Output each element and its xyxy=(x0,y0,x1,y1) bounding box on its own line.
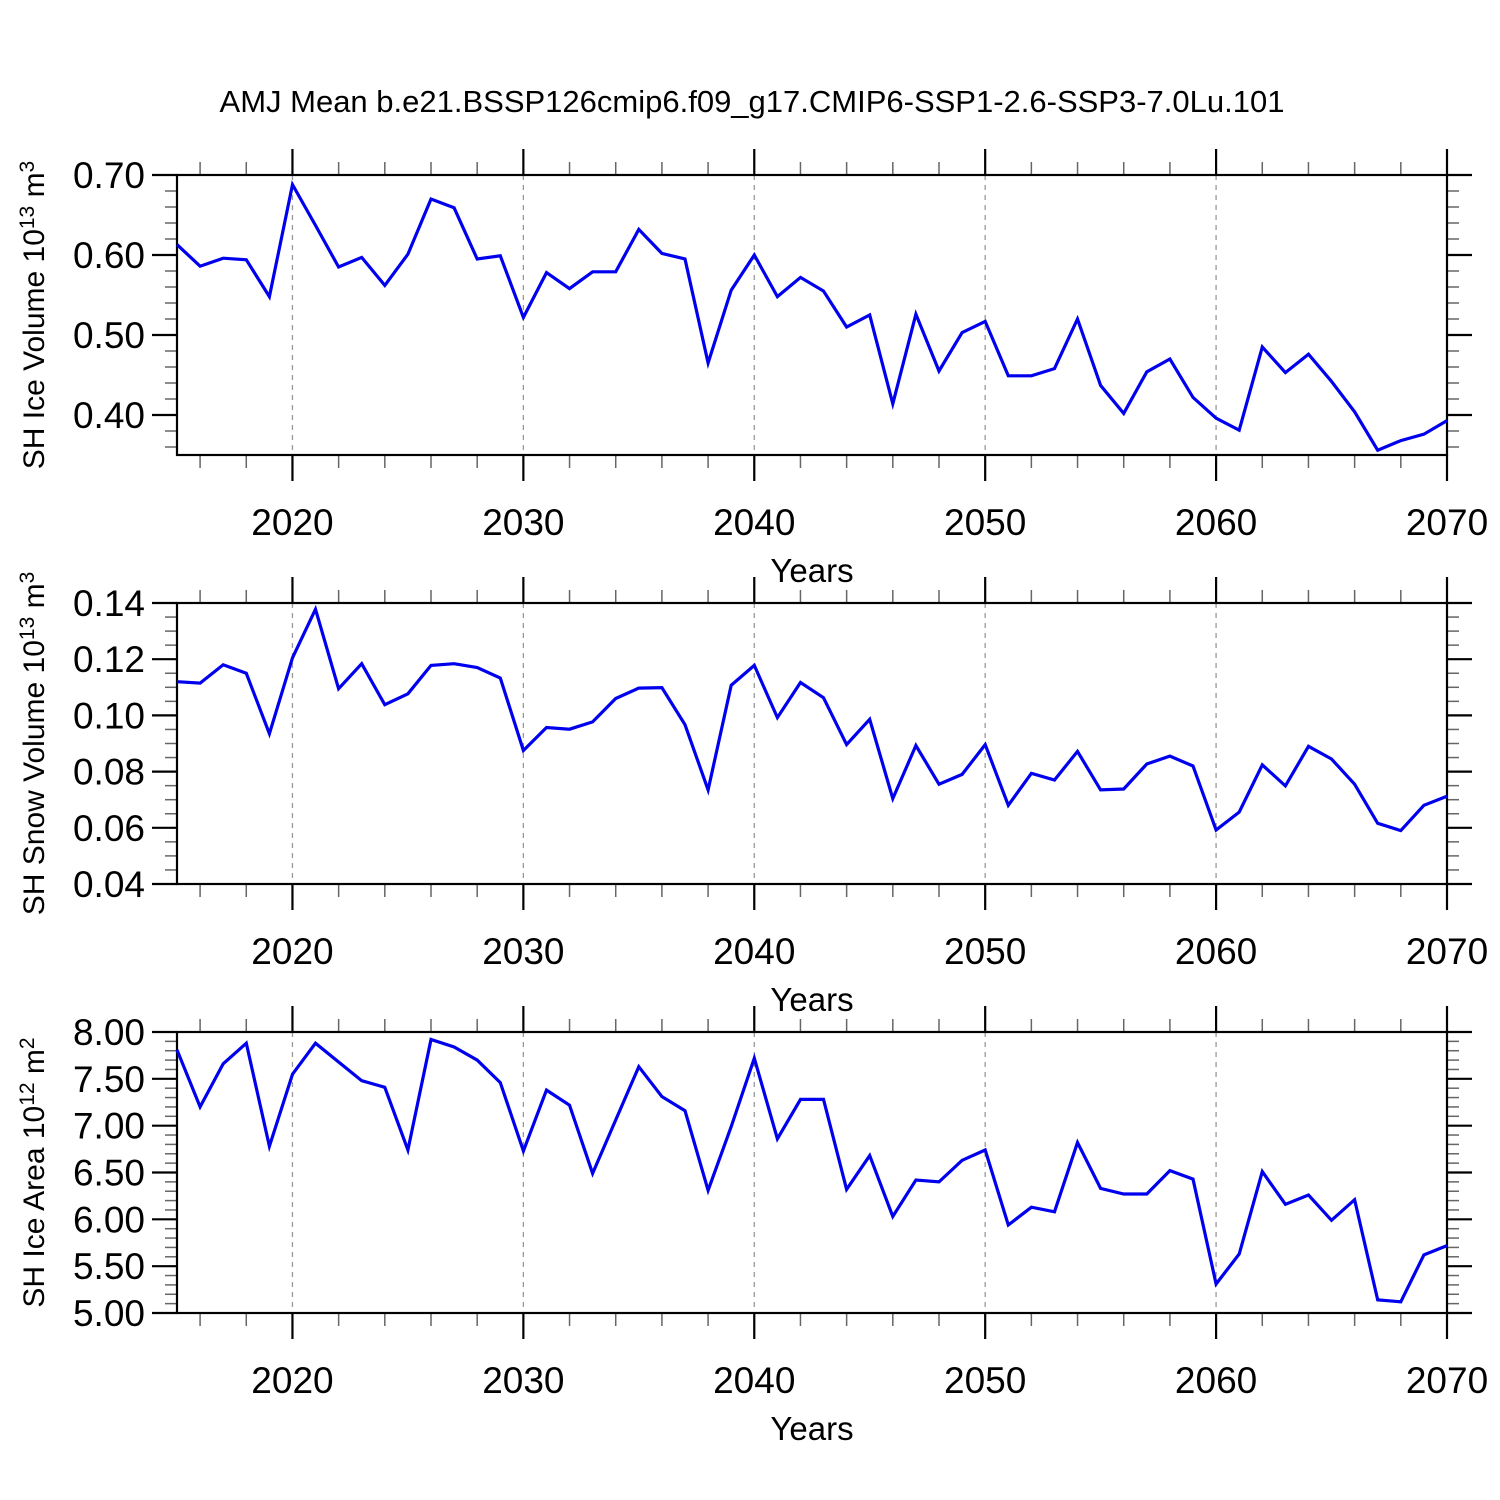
x-tick-label: 2030 xyxy=(482,1360,564,1401)
y-axis-label: SH Ice Area 1012 m2 xyxy=(16,1037,51,1307)
x-tick-label: 2020 xyxy=(251,1360,333,1401)
plot-frame xyxy=(175,173,1449,457)
x-tick-label: 2040 xyxy=(713,1360,795,1401)
y-tick-label: 0.08 xyxy=(73,752,145,793)
y-tick-label: 0.70 xyxy=(73,155,145,196)
y-tick-label: 6.50 xyxy=(73,1153,145,1194)
data-line xyxy=(175,180,1448,453)
plot-frame xyxy=(175,601,1449,886)
data-line xyxy=(176,604,1448,833)
data-line xyxy=(175,1037,1448,1304)
x-tick-label: 2060 xyxy=(1175,1360,1257,1401)
x-tick-label: 2020 xyxy=(251,931,333,972)
x-tick-label: 2060 xyxy=(1175,502,1257,543)
y-tick-label: 7.50 xyxy=(73,1059,145,1100)
y-tick-label: 0.14 xyxy=(73,583,145,624)
y-tick-label: 6.00 xyxy=(73,1199,145,1240)
x-tick-label: 2050 xyxy=(944,502,1026,543)
x-tick-label: 2070 xyxy=(1406,1360,1488,1401)
y-tick-label: 0.10 xyxy=(73,695,145,736)
x-axis-label: Years xyxy=(770,552,853,589)
y-axis-label: SH Ice Volume 1013 m3 xyxy=(16,161,51,470)
x-axis-label: Years xyxy=(770,981,853,1018)
chart-title: AMJ Mean b.e21.BSSP126cmip6.f09_g17.CMIP… xyxy=(220,84,1285,119)
x-tick-label: 2050 xyxy=(944,1360,1026,1401)
panel-ice-volume: 2020 2030 2040 2050 2060 2070 0.40 0.50 0.60 0.70… xyxy=(16,149,1488,589)
y-tick-label: 0.04 xyxy=(73,864,145,905)
plot-frame xyxy=(175,1030,1449,1315)
y-tick-label: 5.00 xyxy=(73,1293,145,1334)
y-axis-label: SH Snow Volume 1013 m3 xyxy=(16,572,51,916)
y-tick-label: 8.00 xyxy=(73,1012,145,1053)
panel-ice-area: 2020 2030 2040 2050 2060 2070 5.00 5.50 6.00 6.50… xyxy=(16,1006,1488,1447)
x-tick-label: 2040 xyxy=(713,502,795,543)
x-tick-label: 2030 xyxy=(482,931,564,972)
panel-snow-volume: 2020 2030 2040 2050 2060 2070 0.04 0.06 0.08 0.10… xyxy=(16,572,1488,1018)
x-axis-label: Years xyxy=(770,1410,853,1447)
x-tick-label: 2050 xyxy=(944,931,1026,972)
y-tick-label: 0.50 xyxy=(73,315,145,356)
y-tick-label: 5.50 xyxy=(73,1246,145,1287)
x-tick-label: 2030 xyxy=(482,502,564,543)
y-tick-label: 0.60 xyxy=(73,235,145,276)
x-tick-label: 2070 xyxy=(1406,502,1488,543)
x-tick-label: 2070 xyxy=(1406,931,1488,972)
y-tick-label: 0.12 xyxy=(73,639,145,680)
y-tick-label: 0.40 xyxy=(73,395,145,436)
y-tick-label: 0.06 xyxy=(73,808,145,849)
y-tick-label: 7.00 xyxy=(73,1106,145,1147)
x-tick-label: 2020 xyxy=(251,502,333,543)
x-tick-label: 2040 xyxy=(713,931,795,972)
x-tick-label: 2060 xyxy=(1175,931,1257,972)
